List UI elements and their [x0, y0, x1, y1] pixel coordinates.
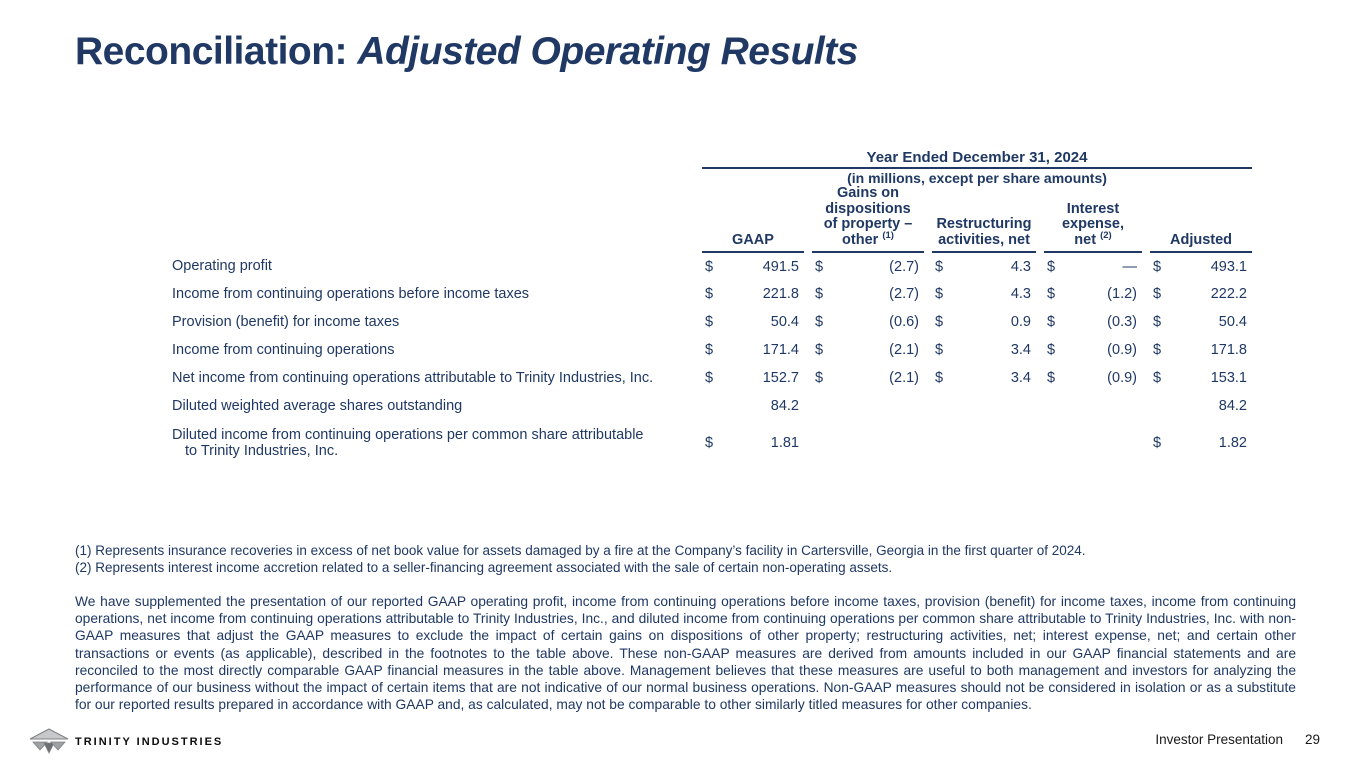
- footer-brand: TRINITY INDUSTRIES: [28, 728, 223, 755]
- presentation-label: Investor Presentation: [1155, 732, 1283, 747]
- col-header-interest-expense: Interest expense, net (2): [1044, 186, 1142, 253]
- footer-meta: Investor Presentation 29: [1155, 732, 1320, 747]
- col-header-gains-dispositions: Gains on dispositions of property – othe…: [812, 185, 924, 253]
- footnote-ref-1: (1): [882, 229, 894, 241]
- title-emphasis: Adjusted Operating Results: [357, 30, 858, 73]
- row-label: Income from continuing operations: [172, 342, 395, 358]
- row-label: Diluted weighted average shares outstand…: [172, 398, 463, 414]
- table-row-diluted-eps: Diluted income from continuing operation…: [172, 420, 1252, 466]
- table-row-operating-profit: Operating profit $491.5 $ (2.7) $4.3 $ — $…: [172, 252, 1252, 280]
- period-header: Year Ended December 31, 2024: [702, 147, 1252, 169]
- table-row-income-before-taxes: Income from continuing operations before…: [172, 280, 1252, 308]
- trinity-logo-icon: [29, 728, 69, 754]
- company-name: TRINITY INDUSTRIES: [75, 735, 224, 748]
- non-gaap-disclosure-paragraph: We have supplemented the presentation of…: [75, 594, 1296, 713]
- footnote-ref-2: (2): [1100, 229, 1112, 241]
- period-header-row: Year Ended December 31, 2024: [172, 147, 1252, 169]
- units-note: (in millions, except per share amounts): [847, 169, 1107, 186]
- title-prefix: Reconciliation:: [75, 30, 358, 73]
- row-label: Diluted income from continuing operation…: [172, 427, 644, 459]
- footnote-2: (2) Represents interest income accretion…: [75, 560, 893, 575]
- table-row-provision-taxes: Provision (benefit) for income taxes $50…: [172, 308, 1252, 336]
- page-title: Reconciliation: Adjusted Operating Resul…: [75, 30, 858, 74]
- reconciliation-table: Year Ended December 31, 2024 (in million…: [172, 147, 1252, 466]
- row-label: Net income from continuing operations at…: [172, 370, 654, 386]
- table-row-diluted-shares: Diluted weighted average shares outstand…: [172, 392, 1252, 420]
- page-number: 29: [1304, 732, 1320, 747]
- footnotes: (1) Represents insurance recoveries in e…: [75, 542, 1225, 576]
- footnote-1: (1) Represents insurance recoveries in e…: [75, 543, 1086, 558]
- table-row-income-continuing-ops: Income from continuing operations $171.4…: [172, 336, 1252, 364]
- units-note-row: (in millions, except per share amounts): [172, 168, 1252, 186]
- table-row-net-income-attributable: Net income from continuing operations at…: [172, 364, 1252, 392]
- row-label: Operating profit: [172, 258, 272, 274]
- row-label: Income from continuing operations before…: [172, 286, 530, 302]
- row-label: Provision (benefit) for income taxes: [172, 314, 400, 330]
- col-header-restructuring: Restructuring activities, net: [932, 186, 1036, 253]
- column-header-row: GAAP Gains on dispositions of property –…: [172, 185, 1252, 253]
- col-header-adjusted: Adjusted: [1150, 186, 1252, 253]
- col-header-gaap: GAAP: [702, 186, 804, 253]
